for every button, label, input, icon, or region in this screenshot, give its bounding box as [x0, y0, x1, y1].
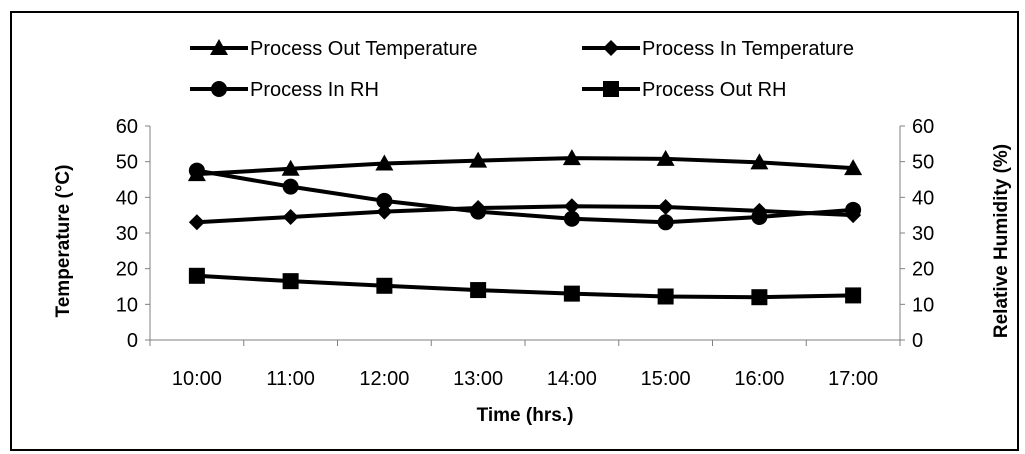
- legend-marker: [603, 40, 619, 56]
- data-point-process-out-rh: [563, 285, 580, 302]
- series-lines: [196, 156, 854, 300]
- right-y-axis-title: Relative Humidity (%): [991, 144, 1012, 338]
- right-y-tick-label: 40: [912, 187, 934, 209]
- chart-frame: [10, 11, 1019, 451]
- data-point-process-in-temperature: [282, 208, 299, 225]
- left-y-tick-label: 10: [116, 294, 138, 316]
- data-point-process-out-rh: [470, 282, 487, 299]
- legend-label: Process In RH: [250, 79, 379, 101]
- data-point-process-out-rh: [188, 267, 205, 284]
- x-tick-label: 16:00: [734, 368, 784, 390]
- legend: Process Out Temperature Process In Temper…: [190, 38, 854, 101]
- data-point-process-out-temperature: [844, 159, 863, 176]
- data-point-process-in-temperature: [657, 198, 674, 215]
- data-point-process-out-rh: [376, 277, 393, 294]
- data-point-process-out-temperature: [375, 154, 394, 171]
- series-markers: [187, 149, 863, 306]
- legend-label: Process Out Temperature: [250, 38, 478, 60]
- left-y-tick-label: 20: [116, 259, 138, 281]
- right-y-tick-label: 60: [912, 116, 934, 138]
- right-y-tick-label: 0: [912, 330, 923, 352]
- data-point-process-in-rh: [282, 178, 299, 195]
- x-axis-title: Time (hrs.): [477, 405, 574, 426]
- data-point-process-in-temperature: [563, 198, 580, 215]
- legend-item-process-out-rh: Process Out RH: [582, 79, 786, 101]
- data-point-process-in-rh: [657, 214, 674, 231]
- data-point-process-in-rh: [470, 203, 487, 220]
- data-point-process-out-temperature: [469, 151, 488, 168]
- data-point-process-in-rh: [751, 208, 768, 225]
- data-point-process-in-rh: [376, 192, 393, 209]
- right-y-tick-label: 20: [912, 259, 934, 281]
- left-y-ticks: 0 10 20 30 40 50 60: [116, 116, 150, 352]
- series-line-process-out-temperature: [196, 156, 854, 177]
- legend-marker: [210, 39, 228, 55]
- data-point-process-out-temperature: [750, 153, 769, 170]
- right-y-tick-label: 50: [912, 152, 934, 174]
- data-point-process-in-temperature: [188, 214, 205, 231]
- legend-item-process-in-temperature: Process In Temperature: [582, 38, 854, 60]
- data-point-process-out-temperature: [562, 149, 581, 166]
- x-ticks: 10:00 11:00 12:00 13:00 14:00 15:00 16:00 17:00: [149, 340, 901, 390]
- right-y-tick-label: 30: [912, 223, 934, 245]
- right-y-ticks: 0 10 20 30 40 50 60: [900, 116, 934, 352]
- left-y-tick-label: 60: [116, 116, 138, 138]
- legend-label: Process Out RH: [642, 79, 786, 101]
- data-point-process-out-rh: [657, 288, 674, 305]
- x-tick-label: 11:00: [266, 368, 315, 390]
- data-point-process-out-temperature: [281, 159, 300, 176]
- data-point-process-out-rh: [751, 289, 768, 306]
- x-tick-label: 13:00: [453, 368, 503, 390]
- left-y-tick-label: 0: [127, 330, 138, 352]
- legend-item-process-in-rh: Process In RH: [190, 79, 379, 101]
- x-tick-label: 10:00: [172, 368, 222, 390]
- series-line-process-in-rh: [196, 168, 854, 225]
- data-point-process-out-temperature: [656, 149, 675, 166]
- left-y-tick-label: 30: [116, 223, 138, 245]
- x-tick-label: 15:00: [641, 368, 691, 390]
- legend-item-process-out-temperature: Process Out Temperature: [190, 38, 478, 60]
- x-tick-label: 12:00: [359, 368, 409, 390]
- data-point-process-in-rh: [188, 162, 205, 179]
- series-line-process-out-rh: [196, 273, 854, 300]
- left-y-axis-title: Temperature (°C): [53, 165, 74, 318]
- series-line-process-in-temperature: [196, 204, 854, 225]
- x-tick-label: 14:00: [547, 368, 597, 390]
- x-tick-label: 17:00: [828, 368, 878, 390]
- legend-marker: [211, 81, 227, 97]
- legend-label: Process In Temperature: [642, 38, 854, 60]
- data-point-process-out-rh: [282, 273, 299, 290]
- right-y-tick-label: 10: [912, 294, 934, 316]
- data-point-process-in-rh: [845, 201, 862, 218]
- data-point-process-in-rh: [563, 210, 580, 227]
- left-y-tick-label: 40: [116, 187, 138, 209]
- legend-marker: [603, 81, 619, 97]
- data-point-process-out-rh: [845, 287, 862, 304]
- left-y-tick-label: 50: [116, 152, 138, 174]
